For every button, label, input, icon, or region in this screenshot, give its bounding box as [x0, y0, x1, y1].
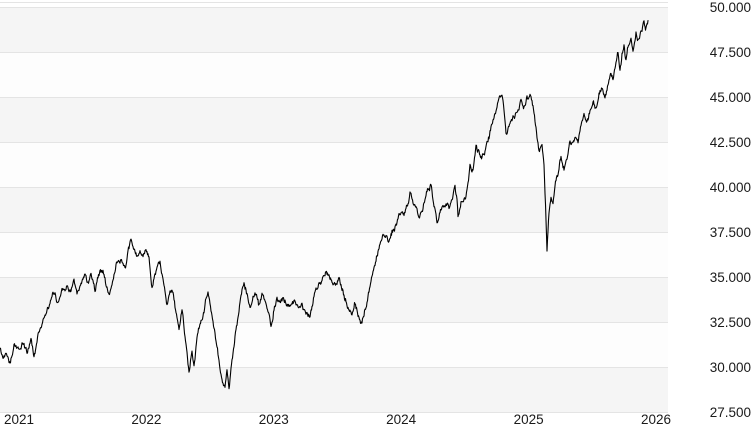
x-axis-label: 2024: [386, 412, 417, 427]
x-axis-label: 2021: [3, 412, 35, 427]
y-axis-label: 40.000: [709, 179, 751, 195]
plot-band: [0, 52, 668, 98]
plot-band: [0, 232, 668, 278]
y-axis-label: 37.500: [709, 224, 751, 240]
y-axis-label: 27.500: [709, 404, 751, 420]
plot-band: [0, 142, 668, 188]
plot-band: [0, 7, 668, 53]
y-axis-label: 45.000: [709, 89, 751, 105]
plot-band: [0, 367, 668, 413]
y-axis-label: 42.500: [709, 134, 751, 150]
y-axis-label: 30.000: [709, 359, 751, 375]
plot-band: [0, 187, 668, 233]
y-axis-label: 32.500: [709, 314, 751, 330]
plot-band: [0, 97, 668, 143]
y-axis-label: 50.000: [709, 0, 751, 15]
x-axis-label: 2022: [131, 412, 162, 427]
plot-band: [0, 322, 668, 368]
price-line: [0, 19, 649, 390]
x-axis-label: 2026: [640, 412, 672, 427]
y-axis-label: 35.000: [709, 269, 751, 285]
x-axis-label: 2025: [513, 412, 544, 427]
x-axis-label: 2023: [258, 412, 289, 427]
y-axis-label: 47.500: [709, 44, 751, 60]
